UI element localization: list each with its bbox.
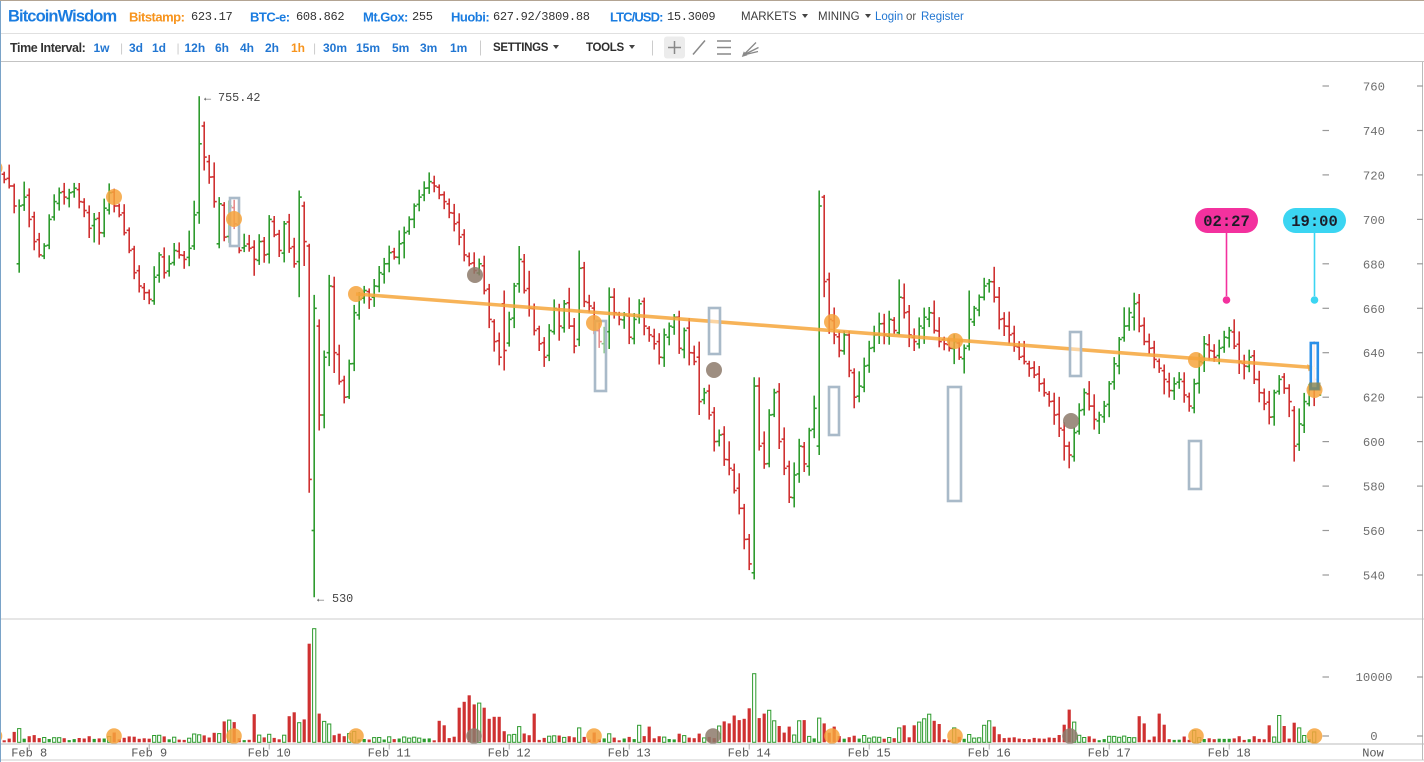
svg-text:Feb 12: Feb 12	[488, 747, 531, 761]
svg-text:Feb 14: Feb 14	[728, 747, 771, 761]
svg-text:700: 700	[1363, 214, 1385, 228]
svg-text:560: 560	[1363, 525, 1385, 539]
svg-text:Feb 10: Feb 10	[248, 747, 291, 761]
svg-text:720: 720	[1363, 169, 1385, 183]
svg-text:640: 640	[1363, 347, 1385, 361]
svg-text:760: 760	[1363, 81, 1385, 95]
svg-text:0: 0	[1370, 730, 1377, 744]
svg-text:Feb 17: Feb 17	[1088, 747, 1131, 761]
svg-text:Feb 8: Feb 8	[11, 747, 47, 761]
svg-text:660: 660	[1363, 303, 1385, 317]
svg-text:Feb 11: Feb 11	[368, 747, 411, 761]
svg-text:755.42: 755.42	[218, 91, 260, 105]
svg-text:←: ←	[204, 91, 212, 105]
svg-text:620: 620	[1363, 392, 1385, 406]
svg-text:Feb 15: Feb 15	[848, 747, 891, 761]
svg-text:←: ←	[317, 592, 325, 606]
svg-text:680: 680	[1363, 258, 1385, 272]
svg-text:19:00: 19:00	[1291, 213, 1338, 231]
svg-text:Feb 18: Feb 18	[1208, 747, 1251, 761]
svg-text:600: 600	[1363, 436, 1385, 450]
svg-text:Now: Now	[1362, 747, 1384, 761]
svg-text:02:27: 02:27	[1203, 213, 1250, 231]
svg-text:540: 540	[1363, 570, 1385, 584]
svg-text:Feb 13: Feb 13	[608, 747, 651, 761]
svg-text:Feb 9: Feb 9	[131, 747, 167, 761]
svg-text:740: 740	[1363, 125, 1385, 139]
svg-text:580: 580	[1363, 481, 1385, 495]
svg-text:Feb 16: Feb 16	[968, 747, 1011, 761]
svg-text:10000: 10000	[1356, 671, 1393, 685]
svg-text:530: 530	[332, 592, 353, 606]
